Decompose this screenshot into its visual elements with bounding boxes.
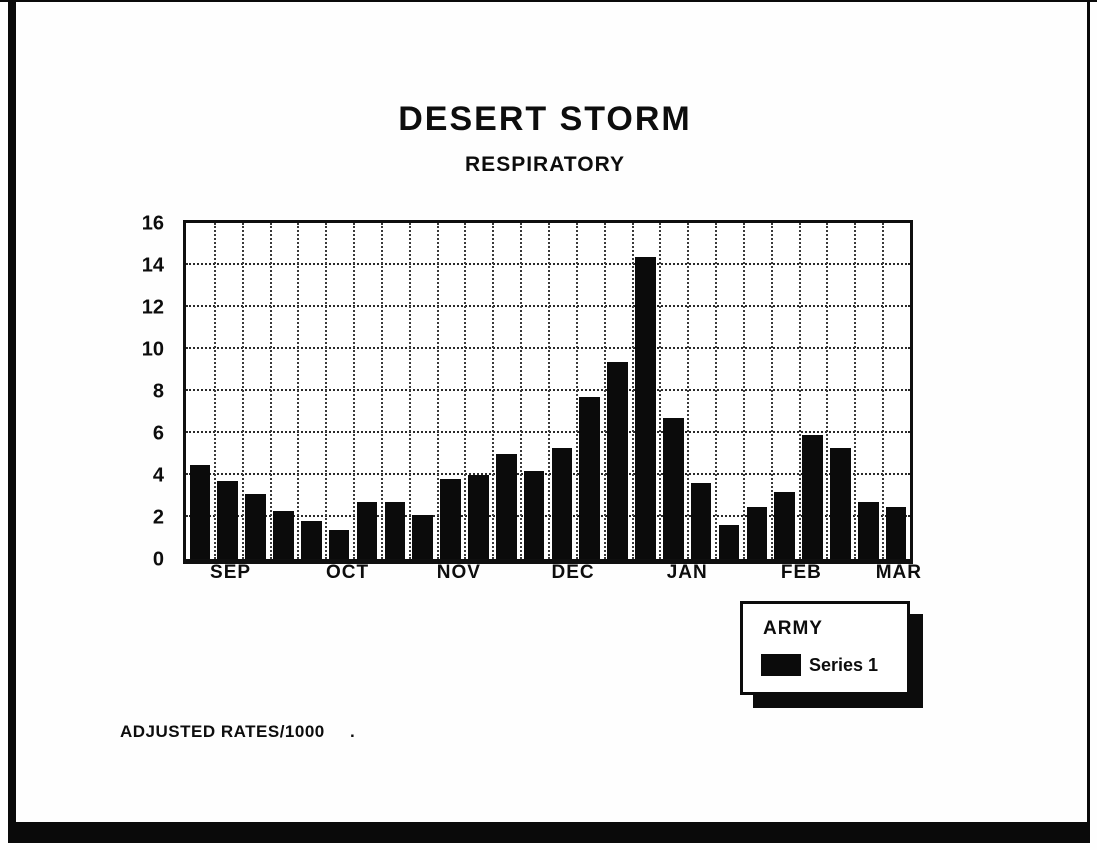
v-gridline <box>464 223 467 559</box>
legend: ARMY Series 1 <box>740 601 910 695</box>
v-gridline <box>854 223 857 559</box>
frame-top-line <box>0 0 1097 2</box>
frame-right-line <box>1087 0 1090 824</box>
v-gridline <box>659 223 662 559</box>
legend-header: ARMY <box>763 618 823 639</box>
footnote-dot: . <box>350 722 355 741</box>
y-tick-label: 12 <box>141 296 164 319</box>
v-gridline <box>213 223 216 559</box>
legend-series-label: Series 1 <box>809 655 879 675</box>
v-gridline <box>603 223 606 559</box>
bar <box>356 502 378 559</box>
y-tick-label: 0 <box>152 548 164 571</box>
x-month-label-nov: NOV <box>436 562 481 583</box>
y-tick-label: 16 <box>141 212 164 235</box>
bar <box>579 397 601 559</box>
y-axis: 0 2 4 6 8 10 12 14 16 <box>100 213 172 571</box>
bar <box>746 506 768 559</box>
y-tick-label: 10 <box>141 338 164 361</box>
bar <box>245 493 266 559</box>
y-tick-label: 2 <box>152 506 164 529</box>
v-gridline <box>436 223 439 559</box>
x-month-label-feb: FEB <box>780 562 822 583</box>
x-month-label-jan: JAN <box>666 562 708 583</box>
x-month-label-oct: OCT <box>325 562 370 583</box>
v-gridline <box>408 223 411 559</box>
bar <box>412 514 433 559</box>
v-gridline <box>297 223 300 559</box>
bar <box>690 483 712 559</box>
page-title: DESERT STORM <box>398 100 692 138</box>
x-month-label-dec: DEC <box>551 562 595 583</box>
v-gridline <box>742 223 745 559</box>
bar <box>440 479 461 559</box>
v-gridline <box>687 223 690 559</box>
x-month-label-mar: MAR <box>875 562 922 583</box>
bar <box>495 454 517 559</box>
v-gridline <box>269 223 272 559</box>
x-month-label-sep: SEP <box>210 562 252 583</box>
v-gridline <box>826 223 829 559</box>
bar <box>607 361 628 559</box>
bar <box>328 529 350 559</box>
v-gridline <box>715 223 718 559</box>
x-axis: SEP OCT NOV DEC JAN FEB MAR <box>186 562 921 588</box>
bar <box>384 502 406 559</box>
v-gridline <box>882 223 885 559</box>
y-tick-label: 4 <box>152 464 164 487</box>
plot-area <box>183 220 913 564</box>
v-gridline <box>770 223 773 559</box>
v-gridline <box>575 223 578 559</box>
bar <box>885 506 907 559</box>
y-tick-label: 6 <box>152 422 164 445</box>
bar <box>718 525 740 559</box>
bar <box>857 502 879 559</box>
frame-left-bar <box>8 0 16 826</box>
bar <box>635 256 656 559</box>
v-gridline <box>325 223 328 559</box>
bar <box>551 447 573 559</box>
bar <box>802 435 823 559</box>
bar <box>301 521 322 559</box>
bar <box>273 510 294 559</box>
v-gridline <box>241 223 244 559</box>
bar <box>774 491 795 559</box>
v-gridline <box>380 223 383 559</box>
bar <box>217 481 239 559</box>
y-tick-label: 14 <box>141 254 164 277</box>
v-gridline <box>492 223 495 559</box>
bar <box>189 464 211 559</box>
v-gridline <box>520 223 523 559</box>
v-gridline <box>798 223 801 559</box>
legend-swatch-icon <box>761 654 801 676</box>
v-gridline <box>631 223 634 559</box>
v-gridline <box>548 223 550 559</box>
bar <box>830 447 851 559</box>
frame-bottom-bar <box>8 822 1090 843</box>
bar <box>468 475 489 559</box>
bar <box>523 470 545 559</box>
v-gridline <box>353 223 356 559</box>
footnote: ADJUSTED RATES/1000 <box>120 722 325 741</box>
chart-subtitle: RESPIRATORY <box>465 153 625 176</box>
bar <box>663 418 684 559</box>
y-tick-label: 8 <box>152 380 164 403</box>
